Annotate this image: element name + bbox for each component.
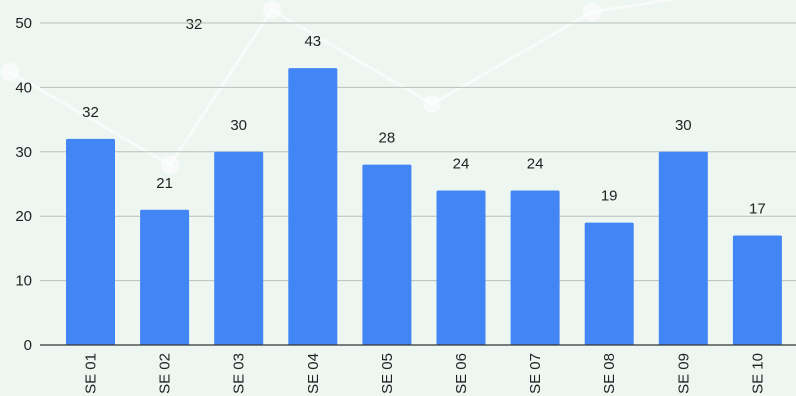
data-label: 24 [453,155,470,172]
bar [214,151,264,345]
y-tick-label: 30 [15,144,32,161]
x-tick-label: SE 05 [379,353,396,394]
x-tick-label: SE 06 [453,353,470,394]
bar [362,164,412,345]
bar [436,190,486,345]
bar [288,68,338,345]
decor-line-label: 32 [186,16,203,33]
bar [658,151,708,345]
bar [584,222,634,345]
bar [732,235,782,345]
bars [66,68,782,345]
bar [66,138,115,345]
y-tick-label: 0 [24,337,32,354]
x-tick-label: SE 09 [675,353,692,394]
data-label: 30 [675,117,692,134]
data-label: 17 [749,201,766,218]
data-labels: 32 21 30 43 28 24 24 19 30 17 [82,33,766,217]
y-axis-ticks: 0 10 20 30 40 50 [15,15,32,354]
data-label: 24 [527,155,544,172]
bar [510,190,560,345]
x-tick-label: SE 02 [157,353,174,394]
x-tick-label: SE 10 [749,353,766,394]
y-tick-label: 20 [15,208,32,225]
data-label: 19 [601,188,618,205]
data-label: 30 [230,117,247,134]
x-tick-label: SE 04 [305,353,322,394]
x-tick-label: SE 07 [527,353,544,394]
x-tick-label: SE 01 [83,353,100,394]
x-tick-label: SE 03 [231,353,248,394]
y-tick-label: 40 [15,79,32,96]
y-tick-label: 50 [15,15,32,32]
data-label: 32 [82,104,99,121]
data-label: 21 [156,175,173,192]
data-label: 28 [379,130,396,147]
data-label: 43 [304,33,321,50]
x-tick-label: SE 08 [601,353,618,394]
y-tick-label: 10 [15,273,32,290]
x-axis-ticks: SE 01 SE 02 SE 03 SE 04 SE 05 SE 06 SE 07 SE 08… [83,353,767,394]
decorative-background-line: 32 [1,0,679,174]
bar [140,209,190,345]
